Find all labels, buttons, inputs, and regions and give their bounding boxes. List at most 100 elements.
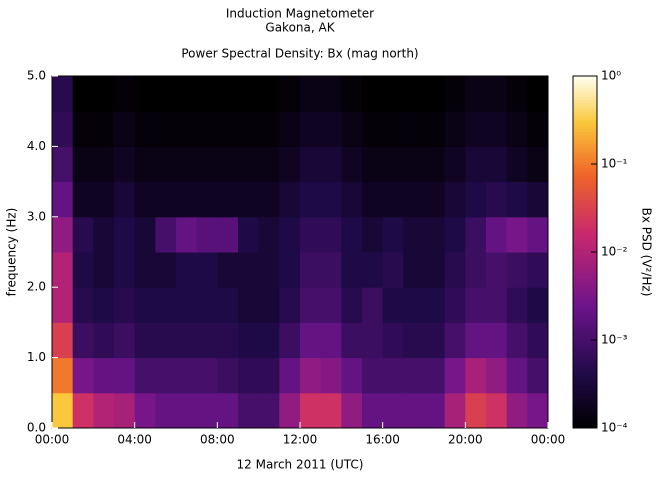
- colorbar-segment: [573, 363, 597, 367]
- heatmap-cell: [444, 111, 466, 147]
- heatmap-cell: [320, 287, 342, 323]
- heatmap-cell: [506, 216, 528, 253]
- colorbar-segment: [573, 120, 597, 124]
- colorbar-tick-label: 10⁻¹: [601, 157, 628, 171]
- heatmap-cell: [362, 216, 384, 253]
- colorbar-segment: [573, 161, 597, 165]
- heatmap-cell: [300, 392, 322, 429]
- heatmap-cell: [258, 252, 280, 288]
- heatmap-cell: [258, 322, 280, 359]
- heatmap-cell: [341, 216, 363, 253]
- heatmap-cell: [176, 181, 198, 218]
- heatmap-cell: [196, 357, 218, 394]
- heatmap-cell: [320, 392, 342, 429]
- heatmap-cell: [155, 216, 177, 253]
- heatmap-cell: [341, 111, 363, 147]
- heatmap-cell: [93, 252, 115, 288]
- heatmap-cell: [134, 392, 156, 429]
- x-tick-label: 04:00: [117, 433, 152, 447]
- colorbar-tick-label: 10⁻³: [601, 333, 628, 347]
- colorbar-segment: [573, 345, 597, 350]
- heatmap-cell: [506, 392, 528, 429]
- colorbar-tick-label: 10⁻²: [601, 245, 628, 259]
- heatmap-cell: [403, 146, 425, 183]
- heatmap-cell: [238, 181, 260, 218]
- heatmap-cell: [155, 111, 177, 147]
- heatmap-cell: [300, 76, 322, 112]
- heatmap-cell: [72, 181, 94, 218]
- heatmap-cell: [258, 287, 280, 323]
- colorbar-segment: [573, 304, 597, 309]
- heatmap-cell: [279, 216, 301, 253]
- heatmap-cell: [217, 216, 239, 253]
- colorbar-segment: [573, 419, 597, 423]
- heatmap-cell: [506, 287, 528, 323]
- heatmap-cell: [155, 357, 177, 394]
- heatmap-cell: [300, 252, 322, 288]
- heatmap-cell: [258, 392, 280, 429]
- heatmap-cell: [217, 357, 239, 394]
- heatmap-cell: [382, 216, 404, 253]
- colorbar-segment: [573, 340, 597, 344]
- y-tick-label: 5.0: [27, 69, 46, 83]
- heatmap-cell: [176, 322, 198, 359]
- heatmap-cell: [217, 252, 239, 288]
- colorbar-segment: [573, 202, 597, 206]
- colorbar-segment: [573, 105, 597, 109]
- heatmap-cell: [176, 392, 198, 429]
- heatmap-cell: [196, 76, 218, 112]
- colorbar-segment: [573, 210, 597, 215]
- heatmap-cell: [279, 181, 301, 218]
- colorbar-segment: [573, 213, 597, 218]
- heatmap-cell: [320, 322, 342, 359]
- heatmap-cell: [134, 181, 156, 218]
- heatmap-cell: [279, 252, 301, 288]
- heatmap-cell: [403, 322, 425, 359]
- heatmap-cell: [362, 392, 384, 429]
- heatmap-cell: [279, 392, 301, 429]
- y-tick-label: 1.0: [27, 350, 46, 364]
- heatmap-cell: [176, 146, 198, 183]
- colorbar-segment: [573, 205, 597, 209]
- heatmap-cell: [424, 216, 446, 253]
- heatmap-cell: [424, 322, 446, 359]
- heatmap-cell: [424, 111, 446, 147]
- heatmap-cell: [486, 392, 508, 429]
- colorbar-segment: [573, 237, 597, 241]
- colorbar-segment: [573, 196, 597, 200]
- heatmap-cell: [465, 181, 487, 218]
- colorbar-segment: [573, 172, 597, 177]
- heatmap-cell: [93, 287, 115, 323]
- heatmap-cell: [93, 392, 115, 429]
- colorbar-segment: [573, 375, 597, 379]
- heatmap-cell: [72, 252, 94, 288]
- heatmap-cell: [176, 287, 198, 323]
- colorbar-segment: [573, 152, 597, 156]
- heatmap-cell: [134, 287, 156, 323]
- heatmap-cell: [114, 216, 136, 253]
- heatmap-cell: [486, 357, 508, 394]
- colorbar-segment: [573, 301, 597, 306]
- heatmap-cell: [176, 76, 198, 112]
- colorbar-segment: [573, 342, 597, 347]
- heatmap-cell: [238, 146, 260, 183]
- heatmap-cell: [506, 146, 528, 183]
- heatmap-cell: [486, 287, 508, 323]
- heatmap-cell: [320, 146, 342, 183]
- heatmap-cell: [238, 287, 260, 323]
- heatmap-cell: [527, 76, 549, 112]
- heatmap-cell: [114, 181, 136, 218]
- y-tick-label: 0.0: [27, 421, 46, 435]
- heatmap-cell: [527, 287, 549, 323]
- colorbar-segment: [573, 293, 597, 297]
- heatmap-cell: [465, 392, 487, 429]
- heatmap-cell: [93, 76, 115, 112]
- colorbar-segment: [573, 366, 597, 370]
- x-tick-label: 16:00: [365, 433, 400, 447]
- colorbar-segment: [573, 219, 597, 224]
- heatmap-cell: [527, 392, 549, 429]
- heatmap-cell: [444, 357, 466, 394]
- colorbar-segment: [573, 260, 597, 265]
- heatmap-cell: [238, 76, 260, 112]
- heatmap-cell: [300, 181, 322, 218]
